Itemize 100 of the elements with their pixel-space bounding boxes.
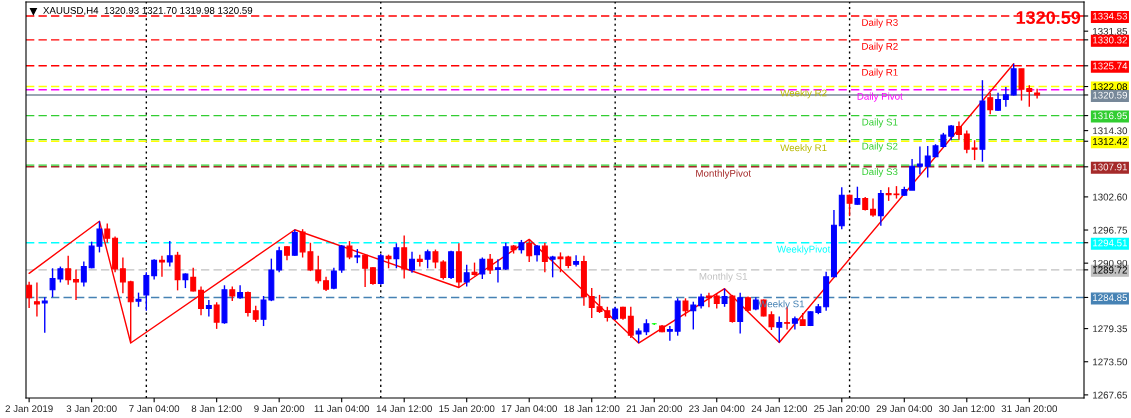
x-tick-label: 14 Jan 12:00 [376, 405, 432, 413]
ref-line-label: Daily R3 [862, 18, 898, 28]
candlestick [41, 296, 48, 334]
candlestick [526, 238, 533, 263]
candlestick [963, 129, 970, 154]
candlestick [494, 258, 501, 284]
y-tick-label: 1320.59 [1093, 91, 1128, 99]
candlestick [401, 234, 408, 280]
x-tick-label: 11 Jan 04:00 [314, 405, 370, 413]
candlestick [737, 291, 744, 335]
candlestick [721, 287, 728, 308]
y-tick-label: 1314.30 [1093, 127, 1128, 135]
y-tick-label: 1334.53 [1093, 12, 1128, 20]
candlestick [870, 197, 877, 218]
x-tick-label: 23 Jan 04:00 [689, 405, 745, 413]
candlestick [409, 251, 415, 274]
candlestick [65, 255, 72, 286]
y-tick-label: 1330.32 [1093, 36, 1127, 44]
candlestick [666, 325, 673, 342]
candlestick [479, 256, 486, 280]
y-tick-label: 1290.90 [1093, 259, 1128, 267]
ref-line-label: MonthlyPivot [696, 169, 751, 179]
y-tick-label: 1289.72 [1093, 266, 1127, 274]
x-tick-label: 7 Jan 04:00 [129, 405, 180, 413]
candlestick [776, 315, 783, 344]
candlestick [291, 229, 298, 257]
y-tick-label: 1325.74 [1093, 62, 1128, 70]
candlestick [244, 290, 251, 318]
x-tick-label: 31 Jan 20:00 [1001, 405, 1058, 413]
y-tick-label: 1307.91 [1093, 163, 1127, 171]
chart-title: XAUUSD,H4 1320.93 1321.70 1319.98 1320.59 [43, 7, 253, 16]
candlestick [33, 281, 40, 318]
y-tick-label: 1284.85 [1093, 294, 1128, 302]
candlestick [854, 185, 861, 206]
candlestick [995, 91, 1002, 112]
y-tick-label: 1279.35 [1093, 325, 1128, 333]
candlestick [205, 299, 212, 318]
x-tick-label: 18 Jan 12:00 [564, 405, 620, 413]
ref-line-label: Daily Pivot [857, 92, 903, 102]
x-tick-label: 17 Jan 04:00 [501, 405, 557, 413]
x-tick-label: 3 Jan 20:00 [66, 405, 117, 413]
y-tick-label: 1273.50 [1093, 358, 1128, 366]
candlestick [463, 264, 470, 288]
candlestick [705, 291, 712, 309]
y-tick-label: 1267.65 [1093, 391, 1128, 399]
candlestick [104, 222, 111, 244]
candlestick [143, 271, 150, 312]
ref-line-label: Weekly R1 [780, 144, 827, 154]
ref-line-label: Daily S3 [862, 167, 898, 177]
y-tick-label: 1322.08 [1093, 83, 1128, 91]
candlestick [502, 242, 509, 271]
x-tick-label: 24 Jan 12:00 [751, 405, 807, 413]
candlestick [315, 255, 322, 285]
ref-line-label: Daily R1 [862, 68, 898, 78]
x-tick-label: 30 Jan 12:00 [939, 405, 995, 413]
candlestick [338, 244, 345, 274]
candlestick [971, 139, 978, 161]
candlestick [158, 255, 165, 278]
ref-line-label: Daily S2 [862, 142, 898, 152]
candlestick [909, 158, 916, 191]
candlestick [424, 248, 431, 269]
candlestick [877, 189, 884, 227]
candlestick [346, 240, 353, 260]
candlestick [151, 258, 158, 281]
candlestick [276, 246, 283, 273]
ref-line-label: Daily S1 [862, 118, 898, 128]
candlestick [956, 120, 962, 141]
candlestick [119, 256, 126, 294]
x-tick-label: 9 Jan 20:00 [254, 405, 305, 413]
candlestick [487, 253, 494, 275]
candlestick [213, 301, 220, 330]
candlestick [73, 268, 79, 301]
candlestick [987, 91, 994, 115]
x-tick-label: 15 Jan 20:00 [439, 405, 495, 413]
candlestick [190, 267, 197, 293]
x-tick-label: 29 Jan 04:00 [876, 405, 933, 413]
y-tick-label: 1294.51 [1093, 239, 1127, 247]
y-tick-label: 1331.85 [1093, 27, 1128, 35]
candlestick [682, 297, 689, 318]
y-tick-label: 1316.95 [1093, 112, 1128, 120]
x-tick-label: 8 Jan 12:00 [191, 405, 242, 413]
ref-line-label: Daily R2 [862, 42, 898, 52]
candlestick [627, 306, 634, 339]
candlestick [416, 253, 423, 268]
candlestick [26, 281, 33, 309]
candlestick [80, 260, 87, 288]
candlestick [573, 254, 580, 268]
y-tick-label: 1312.42 [1093, 137, 1127, 145]
candlestick [362, 253, 369, 288]
x-tick-label: 25 Jan 20:00 [814, 405, 870, 413]
candlestick [690, 300, 697, 331]
ref-line-label: WeeklyPivot [777, 245, 831, 255]
candlestick [393, 242, 400, 269]
x-tick-label: 2 Jan 2019 [5, 405, 53, 413]
candlestick [916, 145, 923, 175]
candlestick [166, 240, 173, 268]
y-tick-label: 1296.75 [1093, 226, 1128, 234]
candlestick [541, 242, 548, 273]
ref-line-label: Weekly R2 [780, 89, 827, 99]
y-tick-label: 1302.60 [1093, 193, 1128, 201]
